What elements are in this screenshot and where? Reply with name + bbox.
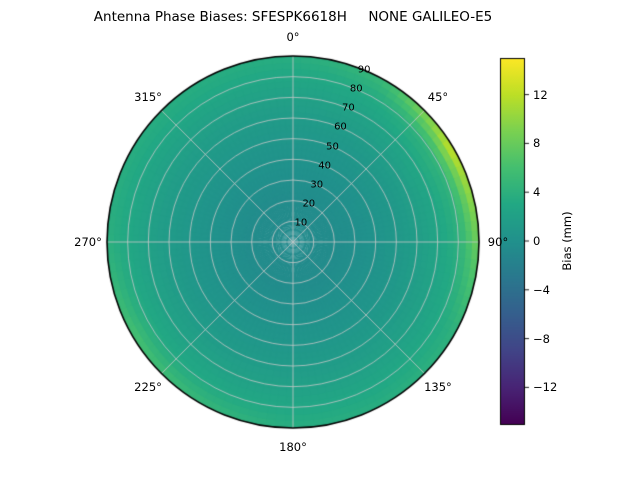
angular-tick-label: 135° xyxy=(424,379,452,394)
angular-tick-label: 315° xyxy=(134,90,162,105)
radial-tick-label: 80 xyxy=(349,83,363,95)
figure-title: Antenna Phase Biases: SFESPK6618H NONE G… xyxy=(93,9,493,25)
radial-tick-label: 10 xyxy=(294,217,308,229)
angular-tick-label: 90° xyxy=(487,235,509,249)
colorbar-axis-label: Bias (mm) xyxy=(560,211,574,271)
colorbar-tick-label: −12 xyxy=(533,380,558,395)
angular-tick-label: 225° xyxy=(134,379,162,394)
colorbar-tick-label: 12 xyxy=(533,87,548,102)
radial-tick-label: 30 xyxy=(310,179,324,191)
angular-tick-label: 270° xyxy=(74,235,102,249)
radial-tick-label: 90 xyxy=(357,64,371,76)
radial-tick-label: 60 xyxy=(334,121,347,133)
radial-tick-label: 40 xyxy=(318,160,331,172)
colorbar-tick-label: 8 xyxy=(533,136,541,151)
colorbar-tick-label: −8 xyxy=(533,331,550,346)
colorbar-tick-label: −4 xyxy=(533,282,550,297)
radial-tick-label: 20 xyxy=(302,198,316,210)
radial-tick-label: 70 xyxy=(341,102,355,114)
colorbar-tick-label: 0 xyxy=(533,234,541,248)
angular-tick-label: 0° xyxy=(286,30,300,44)
angular-tick-label: 45° xyxy=(427,90,449,105)
colorbar-tick-label: 4 xyxy=(533,185,541,200)
angular-tick-label: 180° xyxy=(279,440,307,454)
radial-tick-label: 50 xyxy=(326,141,339,153)
